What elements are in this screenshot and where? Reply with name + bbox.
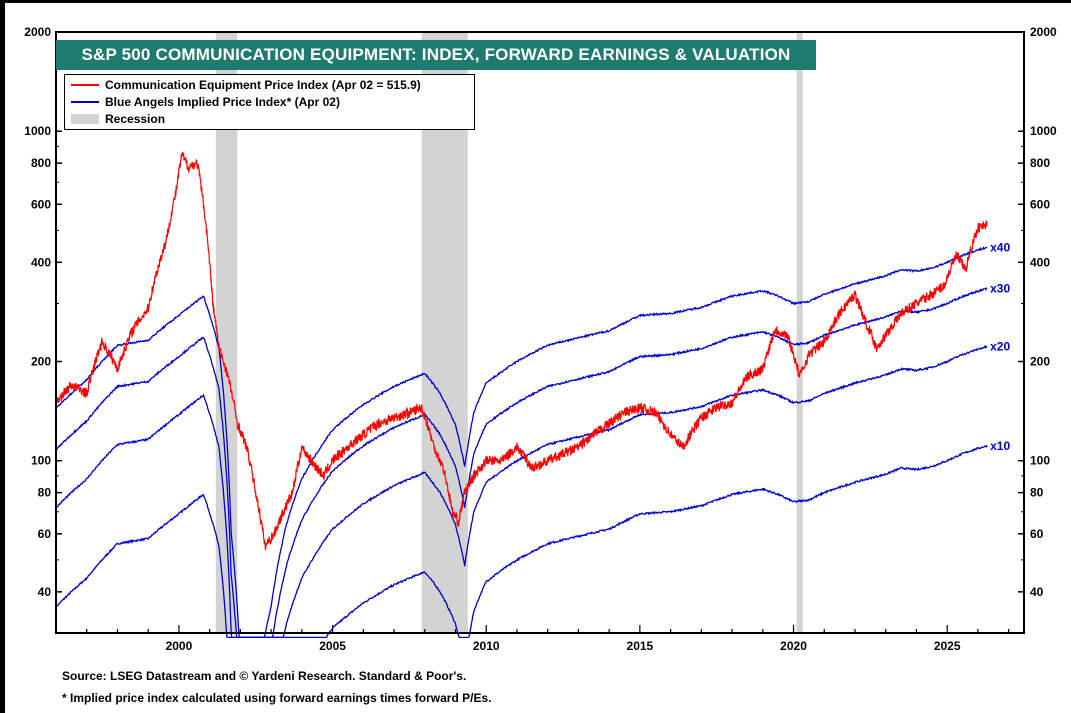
legend-swatch-recession [71, 114, 99, 124]
y-tick-label-left-1000: 1000 [24, 124, 51, 138]
y-tick-label-right-400: 400 [1030, 255, 1050, 269]
recession-band-1 [421, 32, 468, 633]
series-line-x40 [55, 246, 988, 639]
y-tick-label-right-100: 100 [1030, 454, 1050, 468]
x-tick-label-2000: 2000 [166, 639, 193, 653]
chart-sheet: 2000 2000 1000 1000 800 800 600 600 400 400 200 200… [5, 3, 1071, 713]
series-label-x40: x40 [990, 240, 1010, 254]
y-tick-label-right-80: 80 [1030, 486, 1044, 500]
series-label-x20: x20 [990, 340, 1010, 354]
legend-swatch-implied-index [71, 101, 99, 103]
y-tick-label-left-100: 100 [31, 454, 51, 468]
chart-canvas: 2000 2000 1000 1000 800 800 600 600 400 400 200 200… [24, 25, 1057, 653]
legend-label-price-index: Communication Equipment Price Index (Apr… [105, 78, 421, 92]
x-tick-label-2025: 2025 [934, 639, 961, 653]
source-note: Source: LSEG Datastream and © Yardeni Re… [62, 669, 467, 683]
y-tick-label-left-800: 800 [31, 156, 51, 170]
y-tick-label-left-200: 200 [31, 355, 51, 369]
recession-band-0 [215, 32, 238, 633]
series-label-x10: x10 [990, 439, 1010, 453]
legend-label-recession: Recession [105, 112, 166, 126]
axis-labels: 2000 2000 1000 1000 800 800 600 600 400 400 200 200… [24, 25, 1057, 653]
y-tick-label-right-2000: 2000 [1030, 25, 1057, 39]
series-line-x30 [55, 287, 988, 639]
y-tick-label-right-200: 200 [1030, 355, 1050, 369]
chart-legend: Communication Equipment Price Index (Apr… [64, 74, 475, 130]
series-line-x20 [55, 344, 988, 639]
recession-band-2 [796, 32, 803, 633]
chart-title: S&P 500 COMMUNICATION EQUIPMENT: INDEX, … [56, 40, 816, 70]
series-line-price-index [55, 152, 988, 551]
x-tick-label-2015: 2015 [627, 639, 654, 653]
series-line-x10 [55, 444, 988, 639]
y-tick-label-left-2000: 2000 [24, 25, 51, 39]
legend-label-implied-index: Blue Angels Implied Price Index* (Apr 02… [105, 95, 340, 109]
y-tick-label-right-60: 60 [1030, 527, 1044, 541]
x-tick-label-2010: 2010 [473, 639, 500, 653]
y-tick-label-left-600: 600 [31, 197, 51, 211]
plot-frame [55, 31, 1025, 634]
y-tick-label-left-40: 40 [38, 585, 52, 599]
x-tick-label-2005: 2005 [319, 639, 346, 653]
legend-swatch-price-index [71, 84, 99, 86]
y-tick-label-right-40: 40 [1030, 585, 1044, 599]
footnote: * Implied price index calculated using f… [62, 691, 492, 705]
y-tick-label-right-800: 800 [1030, 156, 1050, 170]
y-tick-label-left-80: 80 [38, 486, 52, 500]
recession-bands [215, 32, 803, 633]
x-tick-label-2020: 2020 [780, 639, 807, 653]
y-tick-label-left-400: 400 [31, 255, 51, 269]
series-label-x30: x30 [990, 282, 1010, 296]
series-lines [55, 152, 988, 639]
y-tick-label-right-600: 600 [1030, 197, 1050, 211]
y-tick-label-left-60: 60 [38, 527, 52, 541]
y-tick-label-right-1000: 1000 [1030, 124, 1057, 138]
